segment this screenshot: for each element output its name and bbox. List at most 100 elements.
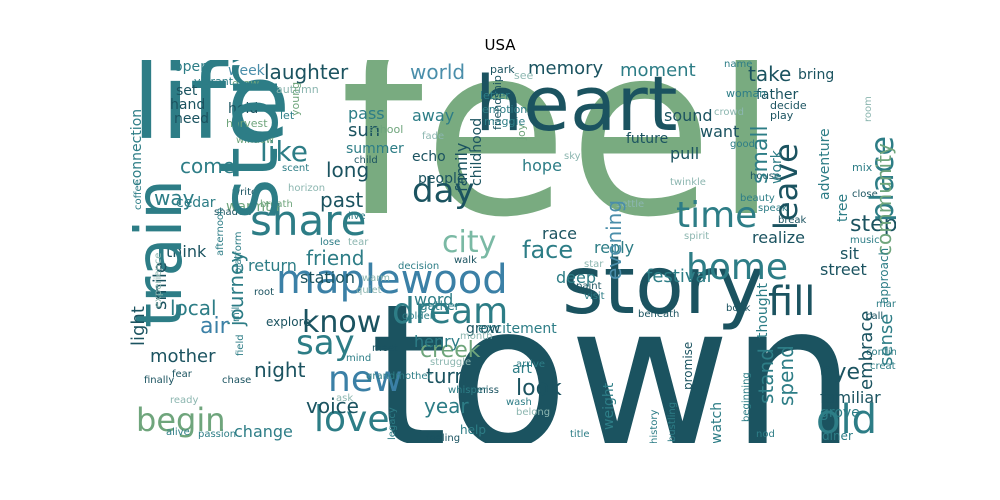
word-life: life [132, 60, 291, 163]
word-bustling: history [649, 409, 660, 443]
word-art: art [512, 361, 532, 377]
word-friendship: friendship [491, 75, 504, 130]
word-pass: pass [348, 104, 385, 123]
word-maplewood: maplewood [276, 257, 508, 303]
word-woman: woman [726, 87, 767, 100]
word-house: house [750, 171, 781, 182]
word-world: world [410, 60, 466, 84]
word-year: year [424, 394, 469, 418]
word-emotion: emotion [482, 103, 528, 116]
word-time: time [676, 195, 758, 236]
word-feel: feel [340, 60, 780, 269]
word-cedar: cedar [176, 195, 216, 211]
word-breath: breath [260, 199, 293, 210]
word-sense: sense [876, 313, 896, 366]
word-mother: mother [150, 346, 216, 367]
word-coffee: coffee [133, 179, 144, 210]
word-air: air [200, 314, 229, 339]
word-settle: settle [616, 199, 645, 210]
word-fear: finally [144, 375, 175, 386]
word-excitement: excitement [478, 321, 557, 337]
chart-title: USA [484, 36, 516, 54]
word-spend: spend [774, 345, 798, 406]
word-bring: bring [798, 67, 835, 83]
word-warmth: warmth [226, 199, 280, 215]
word-let: let [280, 109, 295, 122]
word-say: say [296, 323, 355, 363]
word-golden: golden [402, 311, 437, 322]
word-past: past [320, 188, 364, 212]
word-ask: grandmother [366, 371, 432, 382]
word-maggie: maggie [484, 115, 526, 128]
word-memory: memory [528, 60, 604, 79]
word-hold: hold [228, 101, 259, 117]
word-grove: grove [820, 405, 860, 421]
word-approach: approach [877, 247, 891, 304]
word-cast: nod [756, 429, 775, 440]
word-street: street [820, 260, 867, 279]
word-nod: bustling [667, 401, 678, 442]
word-call: man [876, 299, 896, 310]
word-deep: deep [556, 268, 596, 287]
word-new: new [328, 359, 403, 400]
word-hand: hand [170, 97, 206, 113]
word-vibrant: vibrant [194, 75, 234, 88]
word-school: school [368, 123, 404, 136]
word-light: light [130, 306, 149, 346]
word-harvest: harvest [226, 117, 268, 130]
word-speak: speak [758, 203, 788, 214]
word-letter: letter [480, 89, 510, 102]
word-beauty: beauty [740, 193, 775, 204]
word-explore: explore [266, 315, 311, 329]
word-tree: tree [835, 193, 851, 222]
word-race: race [542, 224, 578, 243]
word-sound: sound [664, 106, 713, 125]
word-creek: creek [420, 338, 481, 363]
word-weight: weight [601, 382, 617, 430]
word-love: love [314, 399, 390, 440]
word-star: star [584, 259, 604, 270]
word-joy: joy [515, 123, 528, 140]
word-thought: thought [755, 282, 771, 338]
word-away: away [412, 106, 455, 125]
word-close: close [852, 189, 878, 200]
word-meet: month [460, 331, 493, 342]
word-title: feeling [426, 433, 461, 444]
word-find: story [562, 239, 765, 332]
word-change: change [234, 422, 293, 441]
word-arrive: struggle [430, 357, 472, 368]
word-grandmother: ready [170, 395, 199, 406]
word-want: want [700, 122, 740, 141]
word-history: title [570, 429, 590, 440]
word-name: name [724, 60, 753, 70]
word-field: field [235, 334, 246, 356]
word-crowd: crowd [714, 107, 745, 118]
word-decide: decide [770, 99, 807, 112]
word-word: word [414, 290, 454, 309]
word-pull: pull [670, 144, 700, 163]
word-sun: sun [348, 120, 381, 141]
word-shadow: shadow [214, 207, 253, 218]
word-experience: experience [153, 252, 164, 308]
word-local: local [170, 296, 217, 320]
word-people: people [418, 171, 466, 187]
word-visit: arrive [516, 359, 546, 370]
word-gather: gather [420, 299, 460, 313]
word-fill: fill [768, 279, 816, 325]
word-night: night [254, 358, 306, 382]
word-struggle: mind [346, 353, 372, 364]
word-beginning: beginning [741, 372, 752, 422]
word-passion: alive [166, 427, 190, 438]
word-draw: draw [232, 77, 260, 90]
word-chase: fear [172, 369, 192, 380]
word-take: take [748, 62, 792, 86]
word-young: young [289, 81, 302, 116]
word-week: week [228, 63, 265, 79]
word-hope: hope [522, 156, 562, 175]
word-root: root [254, 287, 275, 298]
word-whisper: ask [336, 393, 354, 404]
word-connection: connection [130, 108, 145, 186]
word-autumn: autumn [276, 83, 319, 96]
word-town: town [370, 261, 857, 444]
word-open: open [174, 60, 209, 75]
